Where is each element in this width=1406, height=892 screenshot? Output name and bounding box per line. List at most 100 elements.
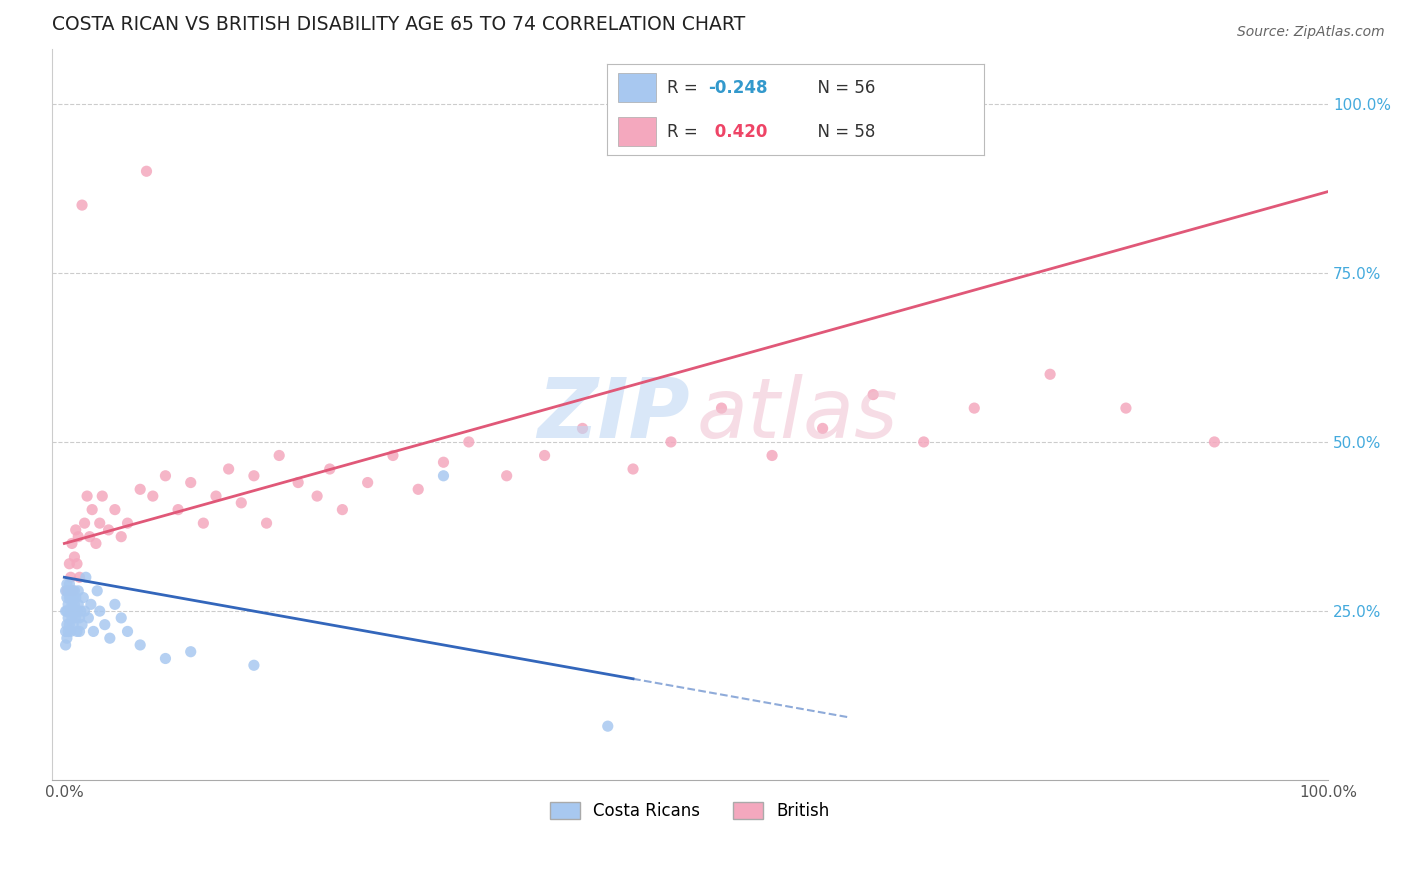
Point bbox=[79, 530, 101, 544]
Point bbox=[231, 496, 253, 510]
Point bbox=[912, 434, 935, 449]
Point bbox=[66, 604, 89, 618]
Point bbox=[56, 624, 79, 639]
Point bbox=[56, 604, 79, 618]
Point bbox=[65, 591, 87, 605]
Point bbox=[862, 387, 884, 401]
Point bbox=[811, 421, 834, 435]
Point bbox=[77, 611, 100, 625]
Point bbox=[243, 658, 266, 673]
Point bbox=[67, 583, 90, 598]
Point bbox=[104, 502, 127, 516]
Text: COSTA RICAN VS BRITISH DISABILITY AGE 65 TO 74 CORRELATION CHART: COSTA RICAN VS BRITISH DISABILITY AGE 65… bbox=[52, 15, 745, 34]
Point bbox=[58, 617, 80, 632]
Point bbox=[432, 455, 454, 469]
Point bbox=[62, 617, 84, 632]
Point bbox=[319, 462, 342, 476]
Point bbox=[155, 651, 177, 665]
Point bbox=[58, 557, 80, 571]
Point bbox=[167, 502, 190, 516]
Point bbox=[571, 421, 593, 435]
Point bbox=[66, 557, 89, 571]
Point bbox=[495, 468, 517, 483]
Point bbox=[58, 577, 80, 591]
Point bbox=[55, 604, 77, 618]
Point bbox=[82, 624, 104, 639]
Point bbox=[1039, 368, 1062, 382]
Point bbox=[82, 502, 104, 516]
Point bbox=[62, 583, 84, 598]
Point bbox=[84, 536, 107, 550]
Point bbox=[94, 617, 117, 632]
Point bbox=[1115, 401, 1137, 416]
Point bbox=[69, 604, 91, 618]
Text: atlas: atlas bbox=[696, 375, 898, 456]
Text: ZIP: ZIP bbox=[537, 375, 690, 456]
Point bbox=[56, 631, 79, 645]
Point bbox=[307, 489, 329, 503]
Point bbox=[59, 591, 82, 605]
Point bbox=[356, 475, 378, 490]
Point bbox=[457, 434, 479, 449]
Point bbox=[73, 516, 96, 530]
Point bbox=[80, 598, 103, 612]
Point bbox=[97, 523, 120, 537]
Point bbox=[432, 468, 454, 483]
Point bbox=[117, 516, 139, 530]
Point bbox=[55, 624, 77, 639]
Point bbox=[86, 583, 108, 598]
Point bbox=[76, 489, 98, 503]
Point bbox=[205, 489, 228, 503]
Point bbox=[98, 631, 121, 645]
Point bbox=[91, 489, 114, 503]
Point bbox=[56, 591, 79, 605]
Point bbox=[62, 604, 84, 618]
Legend: Costa Ricans, British: Costa Ricans, British bbox=[543, 796, 837, 827]
Point bbox=[67, 598, 90, 612]
Point bbox=[596, 719, 619, 733]
Point bbox=[63, 598, 86, 612]
Point bbox=[55, 583, 77, 598]
Point bbox=[287, 475, 309, 490]
Point bbox=[58, 591, 80, 605]
Point bbox=[89, 604, 111, 618]
Point bbox=[73, 604, 96, 618]
Point bbox=[69, 570, 91, 584]
Point bbox=[117, 624, 139, 639]
Point bbox=[63, 549, 86, 564]
Point bbox=[59, 604, 82, 618]
Point bbox=[761, 449, 783, 463]
Point bbox=[193, 516, 215, 530]
Point bbox=[110, 611, 132, 625]
Point bbox=[65, 523, 87, 537]
Point bbox=[75, 570, 97, 584]
Point bbox=[70, 617, 93, 632]
Point bbox=[155, 468, 177, 483]
Point bbox=[89, 516, 111, 530]
Point bbox=[60, 583, 83, 598]
Point bbox=[180, 645, 202, 659]
Point bbox=[621, 462, 644, 476]
Point bbox=[406, 483, 429, 497]
Point bbox=[110, 530, 132, 544]
Point bbox=[56, 617, 79, 632]
Point bbox=[56, 611, 79, 625]
Point bbox=[55, 638, 77, 652]
Point bbox=[56, 598, 79, 612]
Point bbox=[218, 462, 240, 476]
Point bbox=[56, 583, 79, 598]
Point bbox=[56, 577, 79, 591]
Point bbox=[659, 434, 682, 449]
Point bbox=[104, 598, 127, 612]
Point bbox=[69, 611, 91, 625]
Point bbox=[72, 591, 94, 605]
Point bbox=[70, 198, 93, 212]
Point bbox=[129, 638, 152, 652]
Point bbox=[963, 401, 986, 416]
Text: Source: ZipAtlas.com: Source: ZipAtlas.com bbox=[1237, 25, 1385, 39]
Point bbox=[243, 468, 266, 483]
Point bbox=[62, 591, 84, 605]
Point bbox=[60, 598, 83, 612]
Point bbox=[60, 611, 83, 625]
Point bbox=[256, 516, 278, 530]
